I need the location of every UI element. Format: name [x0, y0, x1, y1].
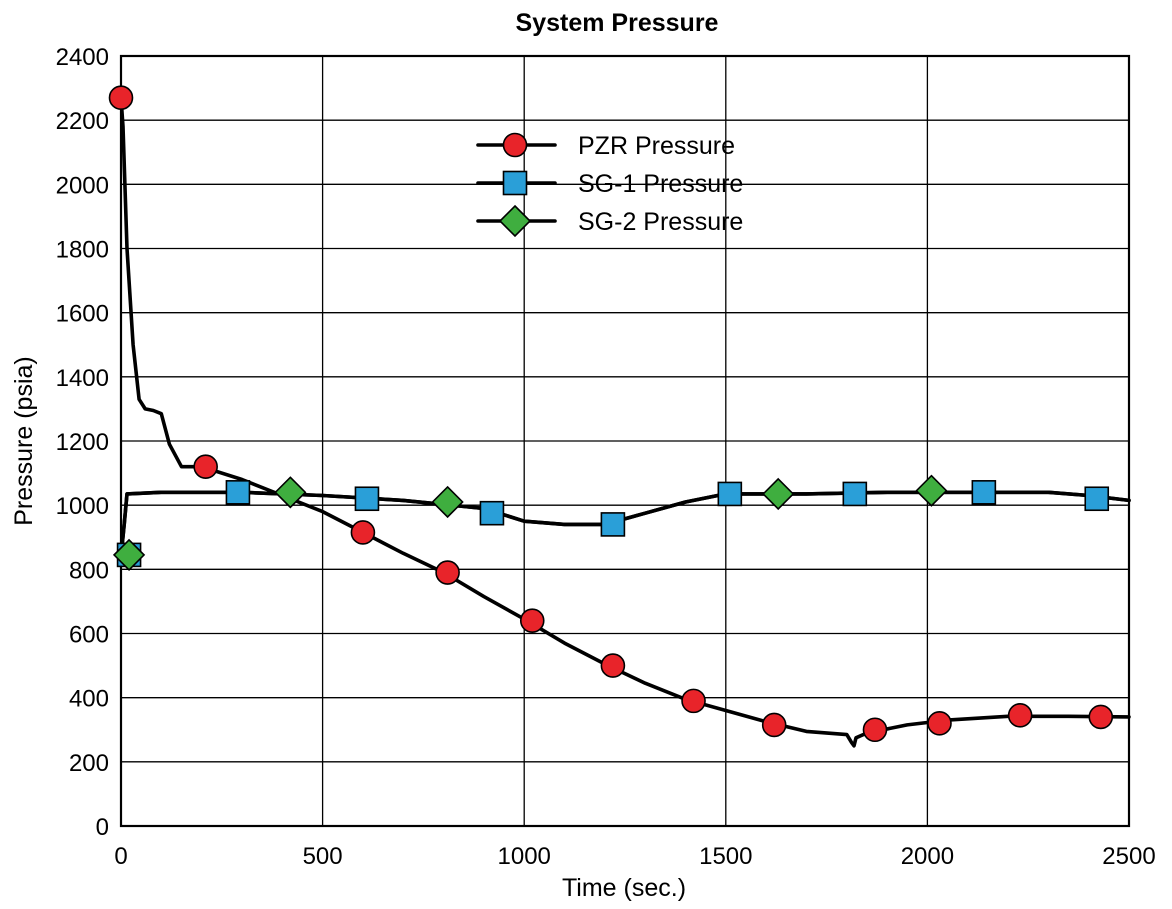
- y-tick-label: 2400: [56, 44, 109, 71]
- data-point-circle: [435, 560, 460, 585]
- data-point-circle: [350, 520, 376, 545]
- data-point-circle: [1007, 703, 1033, 728]
- data-point-square: [1084, 486, 1110, 512]
- data-point-circle: [681, 688, 706, 714]
- data-point-square: [971, 480, 997, 505]
- legend: PZR Pressure SG-1 Pressure SG-2 Pressure: [476, 132, 743, 238]
- x-tick-label: 1000: [498, 843, 551, 870]
- data-point-diamond: [915, 474, 948, 507]
- data-point-circle: [193, 454, 218, 479]
- data-point-circle: [600, 653, 626, 678]
- x-tick-label: 2500: [1102, 843, 1155, 870]
- x-tick-label: 0: [114, 843, 127, 870]
- y-tick-label: 1800: [56, 237, 109, 264]
- y-tick-label: 200: [69, 750, 109, 777]
- y-tick-label: 2000: [56, 172, 109, 199]
- y-axis-label: Pressure (psia): [10, 356, 38, 526]
- series-markers: [108, 85, 1114, 743]
- x-tick-label: 2000: [901, 843, 954, 870]
- series-line-diamond: [119, 490, 1131, 559]
- data-point-circle: [108, 85, 134, 111]
- series-group: [108, 85, 1131, 748]
- y-tick-label: 400: [69, 686, 109, 713]
- data-point-diamond: [112, 538, 146, 572]
- legend-item: SG-1 Pressure: [476, 170, 743, 198]
- data-point-circle: [519, 608, 545, 633]
- y-tick-label: 1600: [56, 301, 109, 328]
- x-tick-label: 500: [303, 843, 343, 870]
- data-point-circle: [761, 712, 787, 738]
- data-point-diamond: [762, 477, 795, 511]
- y-tick-label: 0: [96, 814, 109, 841]
- y-tick-label: 600: [69, 622, 109, 649]
- y-axis-ticks: 0 200 400 600 800 1000 1200 1400 1600 1800 2000 220…: [56, 44, 109, 841]
- y-tick-label: 2200: [56, 108, 109, 135]
- y-tick-label: 1200: [56, 429, 109, 456]
- data-point-circle: [862, 717, 888, 743]
- legend-marker-square: [502, 170, 528, 196]
- legend-label: SG-1 Pressure: [578, 170, 743, 198]
- legend-item: PZR Pressure: [476, 132, 735, 160]
- chart-title: System Pressure: [516, 9, 719, 37]
- y-tick-label: 1000: [56, 493, 109, 520]
- data-point-circle: [1088, 704, 1114, 730]
- data-point-square: [600, 512, 626, 537]
- data-point-diamond: [274, 476, 307, 509]
- data-point-square: [479, 500, 505, 526]
- data-point-square: [842, 481, 868, 507]
- data-point-square: [717, 481, 743, 507]
- series-lines: [119, 95, 1131, 748]
- legend-label: SG-2 Pressure: [578, 208, 743, 236]
- y-tick-label: 1400: [56, 365, 109, 392]
- x-axis-label: Time (sec.): [562, 874, 686, 902]
- y-tick-label: 800: [69, 557, 109, 584]
- data-point-circle: [927, 711, 952, 736]
- series-line-circle: [119, 95, 1131, 748]
- legend-marker-diamond: [498, 204, 532, 238]
- grid: [121, 56, 1129, 826]
- plot-frame: [119, 54, 1131, 828]
- legend-marker-circle: [502, 132, 528, 158]
- data-point-diamond: [431, 485, 464, 519]
- x-tick-label: 1500: [699, 843, 752, 870]
- legend-item: SG-2 Pressure: [476, 204, 743, 238]
- legend-label: PZR Pressure: [578, 132, 735, 160]
- data-point-square: [354, 486, 380, 512]
- data-point-square: [225, 480, 251, 505]
- x-axis-ticks: 0 500 1000 1500 2000 2500: [114, 843, 1155, 870]
